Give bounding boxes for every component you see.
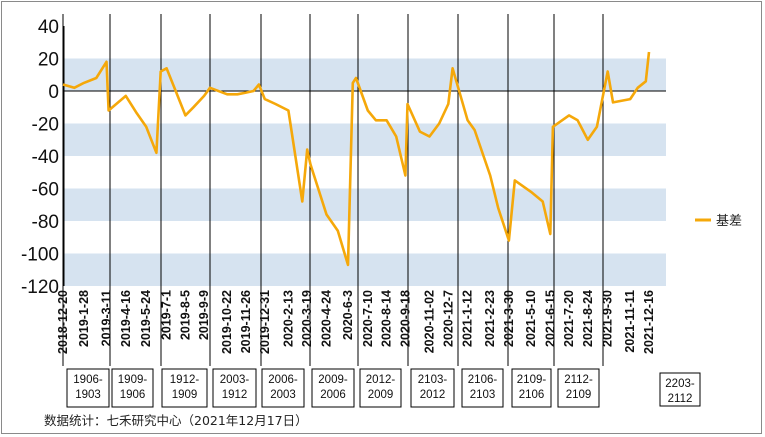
x-tick-label: 2019-10-22 — [220, 290, 234, 354]
x-tick-label: 2021-9-30 — [601, 290, 615, 347]
x-tick-label: 2019-5-24 — [139, 290, 153, 347]
x-tick-label: 2020-6-3 — [341, 290, 355, 340]
y-tick-label: -60 — [32, 180, 59, 201]
contract-label-line2: 1903 — [75, 389, 101, 401]
contract-label-line1: 2203- — [665, 378, 695, 390]
contract-label-box — [557, 368, 600, 408]
contract-label-line2: 2106 — [519, 389, 545, 401]
x-tick-label: 2019-3-11 — [99, 290, 113, 346]
grid-band — [64, 188, 666, 221]
x-tick-label: 2020-11-02 — [423, 290, 437, 353]
contract-label-line1: 2109- — [517, 374, 547, 386]
x-tick-label: 2020-8-14 — [380, 290, 394, 347]
contract-label-line1: 1909- — [118, 374, 148, 386]
contract-label-line2: 2109 — [566, 389, 592, 401]
x-tick-label: 2021-3-30 — [502, 290, 516, 347]
contract-label-line2: 1909 — [172, 389, 198, 401]
contract-label-box — [66, 368, 110, 408]
contract-label-line1: 2006- — [268, 374, 298, 386]
y-tick-label: -40 — [32, 147, 59, 168]
contract-label-line1: 2112- — [564, 374, 593, 386]
x-tick-label: 2019-12-31 — [258, 290, 272, 354]
contract-label-line2: 2003 — [270, 389, 296, 401]
x-tick-label: 2019-11-26 — [239, 290, 253, 353]
y-tick-label: 20 — [38, 50, 59, 71]
contract-label-box — [461, 368, 504, 408]
contract-label-box — [511, 368, 552, 408]
x-tick-label: 2020-7-10 — [361, 290, 375, 347]
contract-label-line1: 1912- — [170, 374, 200, 386]
source-note: 数据统计：七禾研究中心（2021年12月17日） — [44, 413, 308, 428]
x-tick-label: 2021-11-11 — [623, 290, 637, 353]
x-tick-label: 2020-12-7 — [441, 290, 455, 347]
y-tick-label: -20 — [32, 115, 59, 136]
x-tick-label: 2018-12-20 — [56, 290, 70, 354]
x-tick-label: 2020-3-19 — [300, 290, 314, 347]
x-tick-label: 2021-2-23 — [483, 290, 497, 347]
contract-label-line1: 2009- — [318, 374, 348, 386]
contract-label-line1: 2103- — [418, 374, 448, 386]
contract-label-line2: 1912 — [222, 389, 248, 401]
y-tick-label: 0 — [48, 82, 59, 103]
x-tick-label: 2019-4-16 — [119, 290, 133, 347]
contract-label-line1: 2106- — [468, 374, 498, 386]
contract-label-line1: 1906- — [73, 374, 103, 386]
x-tick-label: 2021-5-10 — [524, 290, 538, 347]
grid-band — [64, 58, 666, 91]
legend-label: 基差 — [716, 214, 742, 229]
x-tick-label: 2021-8-24 — [581, 290, 595, 347]
x-tick-label: 2021-6-15 — [543, 290, 557, 347]
contract-label-line2: 1906 — [120, 389, 146, 401]
x-tick-label: 2019-9-9 — [197, 290, 211, 340]
y-tick-label: 40 — [38, 17, 59, 38]
contract-label-box — [659, 372, 701, 407]
contract-label-line2: 2006 — [320, 389, 346, 401]
contract-label-box — [212, 368, 257, 408]
contract-label-box — [359, 368, 402, 408]
y-tick-label: -100 — [21, 245, 59, 266]
x-tick-label: 2020-2-13 — [281, 290, 295, 347]
contract-label-line1: 2012- — [366, 374, 396, 386]
grid-band — [64, 123, 666, 156]
grid-band — [64, 253, 666, 286]
contract-label-box — [161, 368, 208, 408]
y-tick-label: -80 — [32, 212, 59, 233]
x-tick-label: 2020-9-18 — [398, 290, 412, 347]
contract-label-line2: 2112 — [668, 393, 693, 405]
contract-label-line2: 2012 — [420, 389, 446, 401]
contract-label-box — [261, 368, 305, 408]
x-tick-label: 2019-1-28 — [77, 290, 91, 347]
x-tick-label: 2019-8-5 — [178, 290, 192, 340]
y-tick-label: -120 — [21, 277, 59, 298]
contract-label-line2: 2103 — [470, 389, 496, 401]
x-tick-label: 2021-1-12 — [461, 290, 475, 347]
contract-label-box — [410, 368, 455, 408]
contract-label-box — [311, 368, 355, 408]
x-tick-label: 2021-7-20 — [562, 290, 576, 347]
x-tick-label: 2020-4-24 — [319, 290, 333, 347]
contract-label-line2: 2009 — [368, 389, 394, 401]
basis-series-line — [62, 51, 651, 267]
x-tick-label: 2021-12-16 — [642, 290, 656, 354]
x-tick-label: 2019-7-1 — [160, 290, 174, 340]
contract-label-box — [111, 368, 154, 408]
contract-label-line1: 2003- — [220, 374, 250, 386]
